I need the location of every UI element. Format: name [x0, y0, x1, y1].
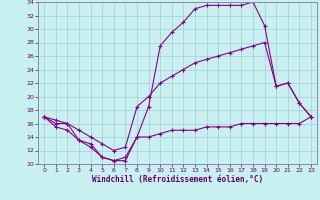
X-axis label: Windchill (Refroidissement éolien,°C): Windchill (Refroidissement éolien,°C) — [92, 175, 263, 184]
